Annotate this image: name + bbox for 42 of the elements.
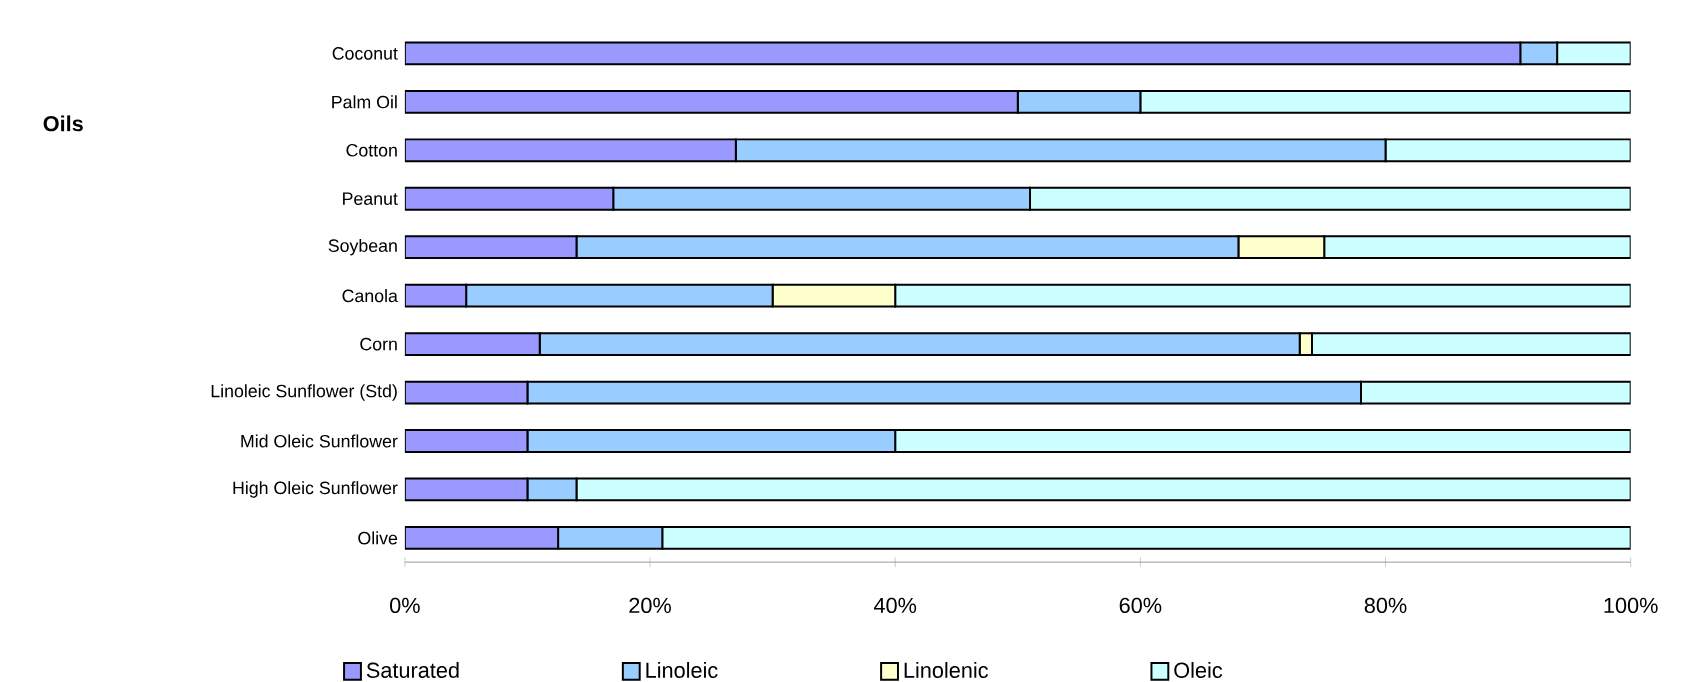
x-tick-label: 20% <box>629 597 671 614</box>
x-tick-label: 100% <box>1604 597 1658 614</box>
x-tick-label: 0% <box>390 597 420 614</box>
x-tick-label: 40% <box>873 597 917 614</box>
bar <box>404 429 529 453</box>
y-tick-label: Corn <box>360 337 397 351</box>
bar <box>404 89 1019 114</box>
bar <box>404 186 615 211</box>
bar <box>894 283 1631 308</box>
bar <box>1384 138 1631 163</box>
y-tick-label: Linoleic Sunflower (Std) <box>211 384 397 401</box>
text: Oils <box>43 115 83 132</box>
legend-label: Saturated <box>366 662 459 678</box>
bar <box>1310 332 1631 356</box>
y-tick-label: Mid Oleic Sunflower <box>241 434 398 448</box>
bar <box>1556 41 1631 66</box>
x-tick-label: 80% <box>1364 597 1407 614</box>
bar <box>1139 89 1631 114</box>
y-tick-label: High Oleic Sunflower <box>233 481 398 498</box>
bar <box>404 235 578 260</box>
bar <box>1323 235 1631 260</box>
legend-label: Oleic <box>1174 662 1223 678</box>
y-tick-label: Soybean <box>328 238 397 256</box>
y-tick-label: Olive <box>358 531 398 545</box>
x-tick-label: 60% <box>1119 597 1162 614</box>
bar <box>404 332 541 356</box>
y-tick-label: Peanut <box>343 192 398 205</box>
y-tick-label: Palm Oil <box>332 95 397 109</box>
legend-label: Linoleic <box>646 662 718 678</box>
y-tick-label: Cotton <box>346 143 397 157</box>
bar <box>734 138 1387 163</box>
bar <box>404 526 560 550</box>
y-tick-label: Canola <box>342 289 398 303</box>
bar <box>612 186 1032 211</box>
bar <box>404 138 737 163</box>
bar <box>1016 89 1142 114</box>
y-tick-label: Coconut <box>332 47 398 60</box>
bar <box>894 429 1631 453</box>
legend-label: Linolenic <box>904 662 988 678</box>
bar <box>404 41 1522 66</box>
bar <box>661 526 1631 550</box>
bar <box>1029 186 1631 211</box>
